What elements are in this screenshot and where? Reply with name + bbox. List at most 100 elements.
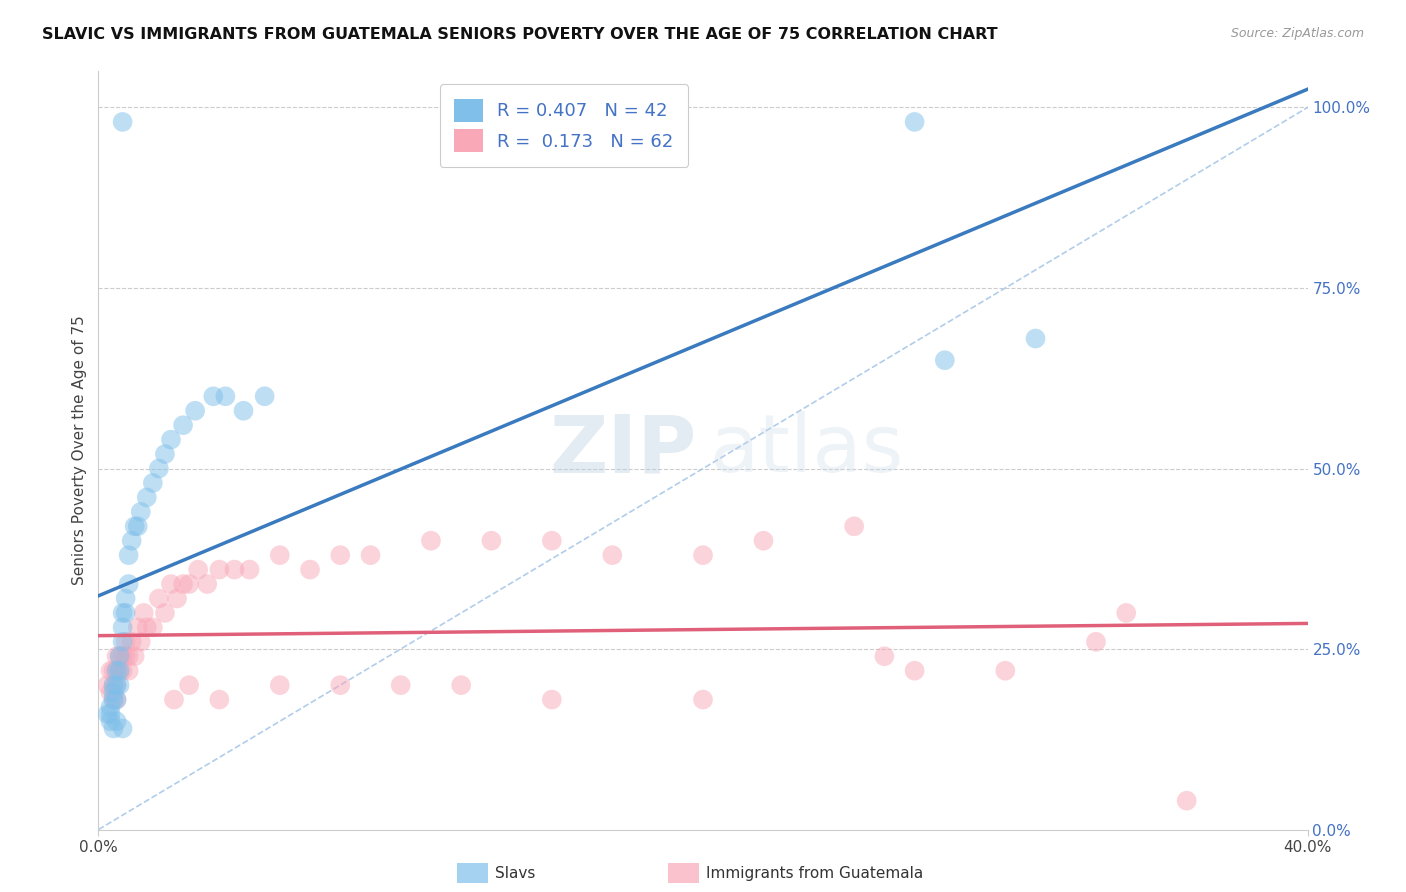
Point — [103, 692, 125, 706]
Point — [121, 635, 143, 649]
Point — [481, 533, 503, 548]
Point — [100, 685, 122, 699]
Text: Immigrants from Guatemala: Immigrants from Guatemala — [706, 866, 924, 880]
Point — [172, 418, 194, 433]
Point — [184, 403, 207, 417]
Point — [166, 591, 188, 606]
Point — [934, 353, 956, 368]
Point — [135, 620, 157, 634]
Point — [202, 389, 225, 403]
Point — [96, 706, 118, 721]
Point — [111, 115, 134, 129]
Point — [172, 577, 194, 591]
Point — [1085, 635, 1108, 649]
Point — [135, 491, 157, 505]
Point — [187, 563, 209, 577]
Point — [299, 563, 322, 577]
Point — [253, 389, 276, 403]
Point — [111, 649, 134, 664]
Point — [420, 533, 443, 548]
Point — [224, 563, 246, 577]
Point — [103, 685, 125, 699]
Legend: R = 0.407   N = 42, R =  0.173   N = 62: R = 0.407 N = 42, R = 0.173 N = 62 — [440, 84, 688, 167]
Text: Slavs: Slavs — [495, 866, 536, 880]
Point — [124, 649, 146, 664]
Point — [129, 635, 152, 649]
Point — [1024, 332, 1046, 346]
Text: atlas: atlas — [709, 411, 904, 490]
Point — [329, 678, 352, 692]
Point — [269, 548, 291, 562]
Point — [752, 533, 775, 548]
Point — [904, 115, 927, 129]
Point — [239, 563, 262, 577]
Point — [153, 606, 176, 620]
Point — [269, 678, 291, 692]
Point — [105, 678, 128, 692]
Point — [873, 649, 896, 664]
Point — [108, 664, 131, 678]
Point — [111, 635, 134, 649]
Point — [124, 519, 146, 533]
Point — [214, 389, 236, 403]
Point — [111, 620, 134, 634]
Point — [904, 664, 927, 678]
Point — [844, 519, 866, 533]
Point — [142, 620, 165, 634]
Point — [121, 533, 143, 548]
Point — [179, 577, 201, 591]
Point — [129, 505, 152, 519]
Point — [195, 577, 218, 591]
Point — [148, 591, 170, 606]
Point — [160, 433, 183, 447]
Point — [114, 591, 136, 606]
Text: ZIP: ZIP — [550, 411, 697, 490]
Point — [105, 714, 128, 729]
Point — [232, 403, 254, 417]
Point — [105, 664, 128, 678]
Point — [160, 577, 183, 591]
Point — [100, 664, 122, 678]
Point — [118, 664, 141, 678]
Point — [108, 649, 131, 664]
Point — [114, 606, 136, 620]
Point — [100, 699, 122, 714]
Point — [208, 692, 231, 706]
Point — [111, 722, 134, 736]
Point — [132, 606, 155, 620]
Point — [127, 519, 149, 533]
Point — [360, 548, 382, 562]
Point — [450, 678, 472, 692]
Point — [100, 706, 122, 721]
Point — [540, 533, 562, 548]
Text: Source: ZipAtlas.com: Source: ZipAtlas.com — [1230, 27, 1364, 40]
Point — [105, 649, 128, 664]
Point — [96, 678, 118, 692]
Point — [142, 475, 165, 490]
Point — [118, 649, 141, 664]
Point — [105, 664, 128, 678]
Point — [108, 678, 131, 692]
Point — [100, 714, 122, 729]
Point — [148, 461, 170, 475]
Point — [105, 692, 128, 706]
Point — [103, 678, 125, 692]
Point — [329, 548, 352, 562]
Point — [1115, 606, 1137, 620]
Text: SLAVIC VS IMMIGRANTS FROM GUATEMALA SENIORS POVERTY OVER THE AGE OF 75 CORRELATI: SLAVIC VS IMMIGRANTS FROM GUATEMALA SENI… — [42, 27, 998, 42]
Point — [1175, 794, 1198, 808]
Point — [540, 692, 562, 706]
Point — [114, 649, 136, 664]
Y-axis label: Seniors Poverty Over the Age of 75: Seniors Poverty Over the Age of 75 — [72, 316, 87, 585]
Point — [103, 664, 125, 678]
Point — [108, 649, 131, 664]
Point — [103, 678, 125, 692]
Point — [105, 692, 128, 706]
Point — [118, 577, 141, 591]
Point — [105, 678, 128, 692]
Point — [103, 722, 125, 736]
Point — [994, 664, 1017, 678]
Point — [208, 563, 231, 577]
Point — [114, 635, 136, 649]
Point — [127, 620, 149, 634]
